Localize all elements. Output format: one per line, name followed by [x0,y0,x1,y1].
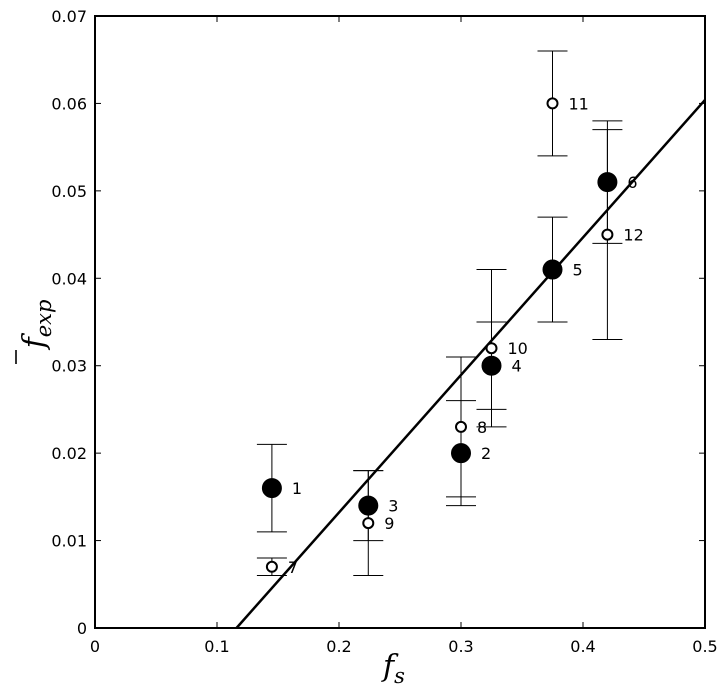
point-9 [362,517,375,530]
y-tick-label: 0.02 [51,444,87,463]
x-axis-title: fs [381,649,405,688]
point-label-8: 8 [477,418,487,437]
y-tick-label: 0.03 [51,357,87,376]
point-label-2: 2 [481,444,491,463]
fit-line [235,99,706,629]
fit-line-layer [235,99,706,629]
svg-text:fexp: fexp [17,300,56,351]
point-4 [481,355,502,376]
point-6 [597,172,618,193]
point-label-10: 10 [508,339,528,358]
point-2 [451,443,471,464]
x-tick-label: 0.1 [204,637,229,656]
point-label-11: 11 [569,94,589,113]
point-11 [546,97,559,110]
y-tick-label: 0.06 [51,94,87,113]
x-tick-label: 0.4 [570,637,595,656]
point-label-5: 5 [573,261,583,280]
point-8 [455,420,467,433]
y-tick-label: 0.04 [51,269,87,288]
points-layer [261,97,618,573]
point-label-7: 7 [288,558,298,577]
ticks-layer: 0 0.1 0.2 0.3 0.4 0.5 0 0.01 0.02 0.03 0.04 0.05 0.0… [51,7,717,656]
point-1 [261,478,282,499]
error-bars-layer [256,50,623,577]
point-label-9: 9 [384,514,394,533]
y-axis-title: fexp [15,300,56,364]
point-label-3: 3 [388,497,398,516]
y-tick-label: 0 [77,619,87,638]
y-tick-label: 0.05 [51,182,87,201]
point-3 [358,495,379,516]
point-label-6: 6 [627,173,637,192]
plot-frame [94,15,706,629]
x-tick-label: 0.3 [448,637,473,656]
point-7 [265,560,278,573]
point-label-4: 4 [512,357,522,376]
x-axis-title-sub: s [394,664,405,688]
y-tick-label: 0.01 [51,532,87,551]
x-tick-label: 0.2 [326,637,351,656]
y-axis-title-sub: exp [32,300,56,338]
x-tick-label: 0.5 [692,637,717,656]
point-5 [542,259,563,280]
point-12 [601,228,614,241]
point-label-12: 12 [623,226,643,245]
x-tick-label: 0 [90,637,100,656]
y-tick-label: 0.07 [51,7,87,26]
point-label-1: 1 [292,479,302,498]
point-10 [485,342,498,355]
